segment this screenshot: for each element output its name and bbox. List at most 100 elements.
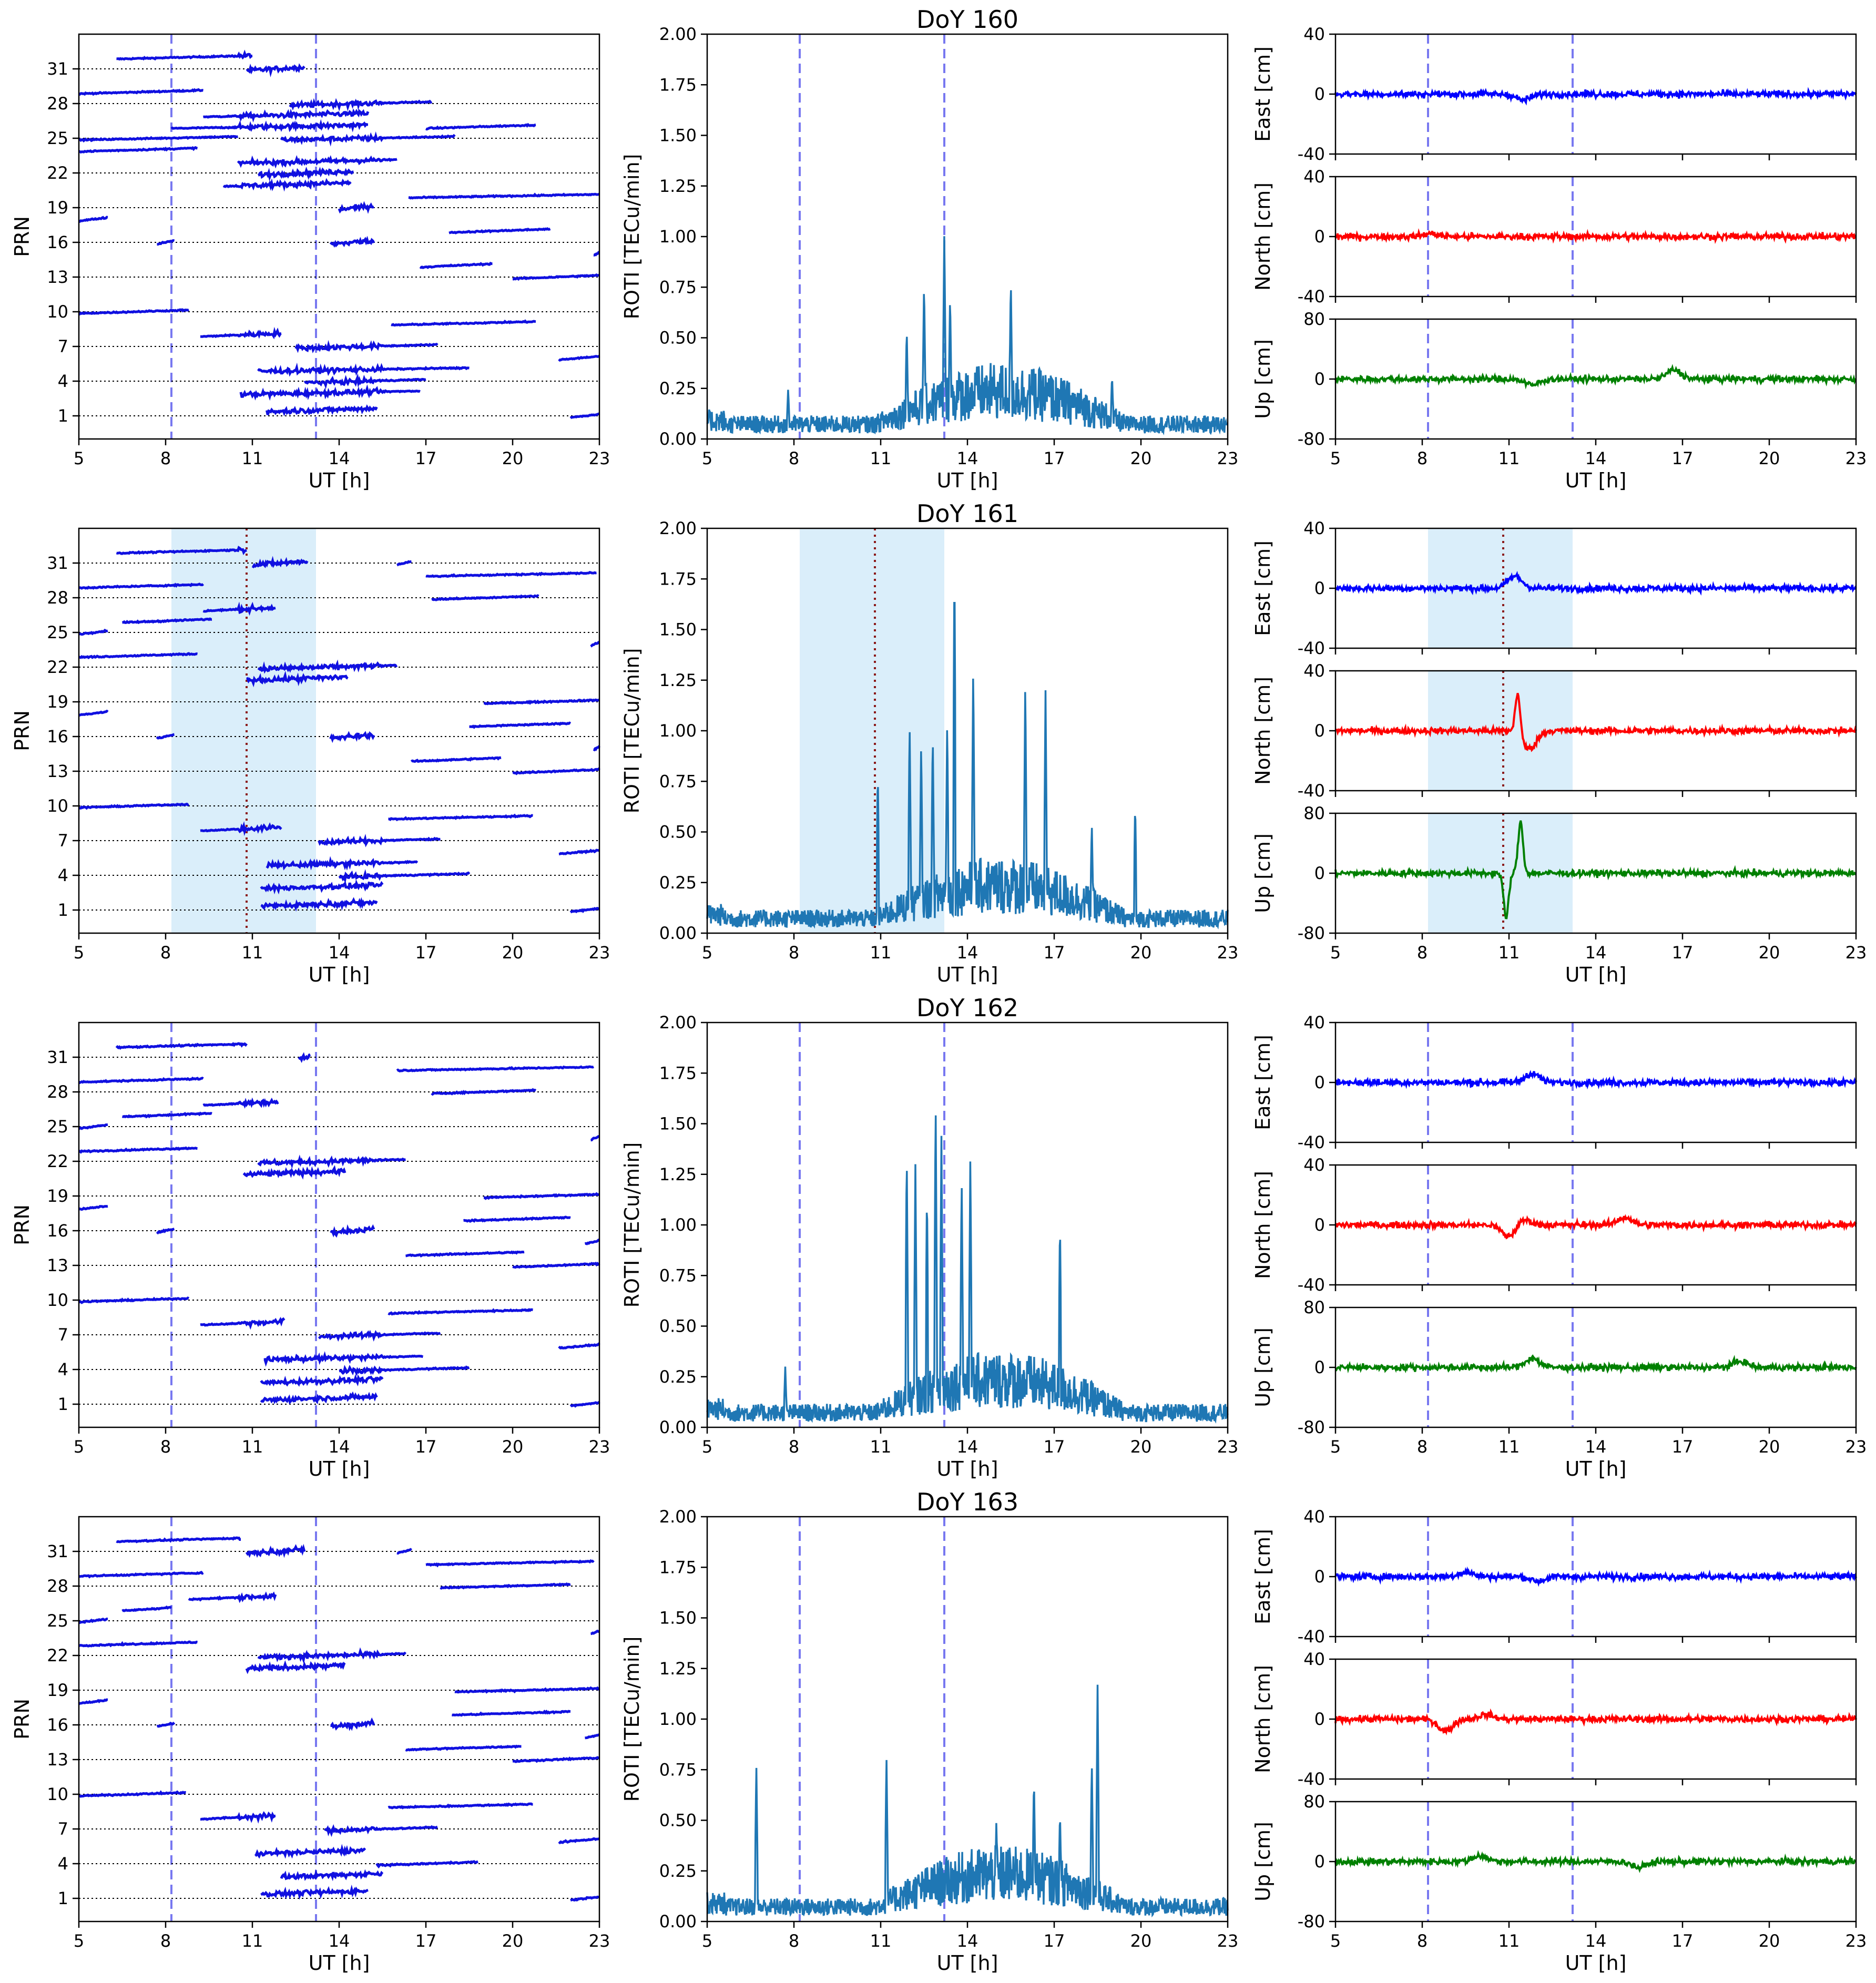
up-3-xtick-label: 23 <box>1846 1931 1867 1951</box>
roti-0-xtick-label: 14 <box>957 448 978 468</box>
roti-frame-3 <box>706 1516 1229 1923</box>
up-0-xtick-label: 20 <box>1759 448 1780 468</box>
prn-2-ytick-label: 28 <box>47 1082 68 1102</box>
prn-track <box>115 1042 248 1050</box>
prn-ylabel-3: PRN <box>11 1699 34 1740</box>
prn-1-ytick-label: 25 <box>47 622 68 642</box>
prn-frame-0 <box>78 33 600 440</box>
prn-2-ytick-label: 16 <box>47 1221 68 1241</box>
prn-0-ytick-label: 7 <box>58 336 68 356</box>
roti-2-ytick-label: 1.25 <box>659 1164 697 1184</box>
prn-2-xlabel: UT [h] <box>309 1457 370 1480</box>
up-0-xtick-label: 14 <box>1585 448 1607 468</box>
prn-1-xtick-label: 17 <box>415 943 437 963</box>
up-1-xtick-label: 23 <box>1846 943 1867 963</box>
up-0-ytick-label: -80 <box>1298 429 1325 449</box>
up-0-xtick-label: 23 <box>1846 448 1867 468</box>
prn-track <box>408 192 600 200</box>
prn-2-ytick-label: 25 <box>47 1117 68 1137</box>
roti-2-ytick-label: 0.00 <box>659 1417 697 1437</box>
prn-track <box>157 239 175 246</box>
prn-track <box>569 907 600 914</box>
roti-panel-day-3: 0.00 0.25 0.50 0.75 1.00 1.25 1.50 1.75 2.00 5 8 11… <box>620 1488 1238 1975</box>
prn-3-xtick-label: 14 <box>329 1931 350 1951</box>
roti-panel-day-1: 0.00 0.25 0.50 0.75 1.00 1.25 1.50 1.75 2.00 5 8 11… <box>620 499 1238 986</box>
roti-0-xtick-label: 8 <box>789 448 799 468</box>
prn-track <box>239 384 421 401</box>
up-1-xtick-label: 5 <box>1330 943 1341 963</box>
prn-track <box>329 236 375 248</box>
prn-1-ytick-label: 31 <box>47 553 68 573</box>
prn-track <box>448 227 551 234</box>
east-3-ytick-label: 40 <box>1303 1507 1325 1527</box>
prn-track <box>558 1342 600 1350</box>
prn-track <box>318 833 441 847</box>
up-series <box>1334 1849 1857 1873</box>
roti-series <box>706 236 1228 435</box>
prn-track <box>431 594 539 601</box>
up-2-xtick-label: 11 <box>1498 1437 1520 1457</box>
roti-2-ytick-label: 1.00 <box>659 1215 697 1235</box>
prn-3-ytick-label: 1 <box>58 1888 68 1908</box>
prn-track <box>396 560 412 567</box>
prn-0-ytick-label: 10 <box>47 302 68 322</box>
prn-track <box>78 146 198 154</box>
prn-2-xtick-label: 11 <box>242 1437 263 1457</box>
prn-0-xtick-label: 23 <box>589 448 610 468</box>
roti-1-xtick-label: 23 <box>1217 943 1239 963</box>
prn-track <box>116 545 248 556</box>
up-3-xtick-label: 14 <box>1585 1931 1607 1951</box>
roti-1-xtick-label: 11 <box>870 943 892 963</box>
up-3-xtick-label: 8 <box>1417 1931 1428 1951</box>
prn-track <box>431 1088 537 1096</box>
prn-track <box>569 412 600 420</box>
prn-track <box>298 1052 311 1064</box>
prn-track <box>121 1111 212 1119</box>
east-0-ytick-label: 0 <box>1314 84 1325 104</box>
up-3-xtick-label: 11 <box>1498 1931 1520 1951</box>
roti-2-ytick-label: 0.25 <box>659 1367 697 1387</box>
prn-track <box>558 849 600 855</box>
prn-3-xtick-label: 23 <box>589 1931 610 1951</box>
prn-2-xtick-label: 20 <box>502 1437 524 1457</box>
up-0-xtick-label: 8 <box>1417 448 1428 468</box>
prn-track <box>170 119 368 132</box>
prn-1-ytick-label: 7 <box>58 831 68 851</box>
prn-track <box>222 178 352 192</box>
roti-2-xlabel: UT [h] <box>937 1457 998 1480</box>
prn-track <box>391 319 536 327</box>
prn-track <box>78 1570 204 1579</box>
north-3-ytick-label: 0 <box>1314 1709 1325 1729</box>
up-1-xtick-label: 8 <box>1417 943 1428 963</box>
prn-track <box>593 251 600 257</box>
east-panel-day-2: -40 0 40 East [cm] <box>1251 1013 1857 1152</box>
prn-track <box>590 1629 600 1636</box>
roti-frame-1 <box>706 527 1229 934</box>
prn-0-ytick-label: 16 <box>47 232 68 252</box>
prn-track <box>200 1316 286 1330</box>
roti-1-ytick-label: 0.50 <box>659 822 697 842</box>
prn-track <box>78 1076 204 1085</box>
up-3-xtick-label: 20 <box>1759 1931 1780 1951</box>
prn-0-ytick-label: 1 <box>58 406 68 426</box>
prn-2-ytick-label: 22 <box>47 1151 68 1171</box>
prn-track <box>330 1224 375 1238</box>
prn-1-xtick-label: 8 <box>160 943 171 963</box>
up-ylabel-0: Up [cm] <box>1251 339 1275 419</box>
roti-0-ytick-label: 0.75 <box>659 277 697 297</box>
roti-2-xtick-label: 20 <box>1130 1437 1152 1457</box>
prn-ylabel-1: PRN <box>11 710 34 751</box>
prn-track <box>251 556 309 569</box>
up-3-ytick-label: 80 <box>1303 1792 1325 1812</box>
prn-track <box>289 98 433 111</box>
prn-track <box>263 1351 424 1367</box>
prn-track <box>78 1698 108 1705</box>
north-panel-day-1: -40 0 40 North [cm] <box>1251 661 1857 801</box>
prn-track <box>558 1837 600 1845</box>
north-0-ytick-label: 0 <box>1314 227 1325 247</box>
east-0-ytick-label: -40 <box>1298 144 1325 164</box>
up-2-xtick-label: 17 <box>1672 1437 1694 1457</box>
up-0-ytick-label: 80 <box>1303 309 1325 329</box>
